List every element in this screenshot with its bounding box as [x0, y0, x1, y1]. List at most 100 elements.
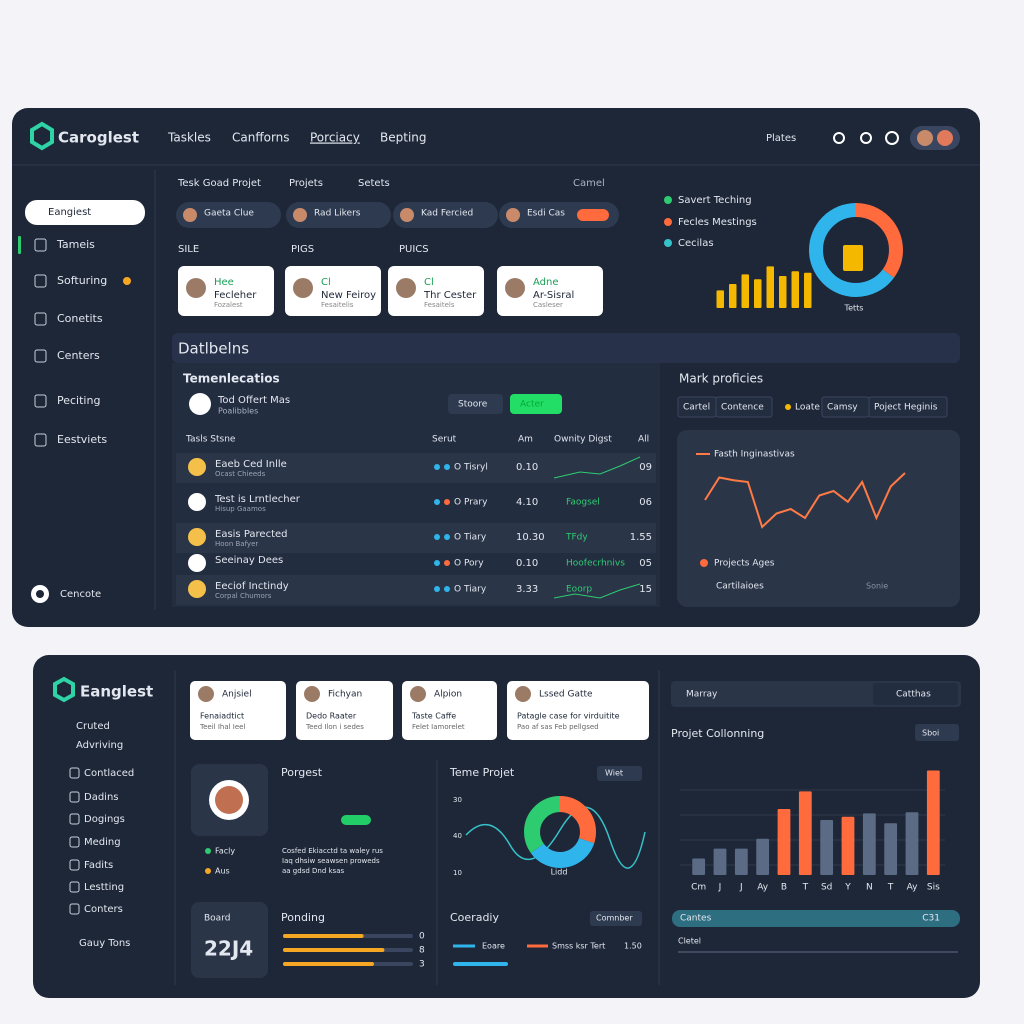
bar-value: C31	[922, 914, 940, 924]
toolbar-item[interactable]: Catthas	[896, 690, 931, 700]
globe-icon[interactable]	[885, 131, 899, 145]
menu-item[interactable]: Meding	[84, 837, 121, 848]
search-field[interactable]: Plates	[766, 133, 796, 144]
column-header: Ownity Digst	[554, 435, 612, 445]
card-title: Patagle case for virduitite	[517, 712, 620, 721]
menu-item: Advriving	[76, 740, 123, 751]
button[interactable]	[448, 394, 503, 414]
toggle[interactable]	[577, 209, 609, 221]
menu-item[interactable]: Contlaced	[84, 768, 134, 779]
nav-item[interactable]: Taskles	[167, 131, 211, 145]
user-icon[interactable]	[860, 132, 872, 144]
tick-label: 40	[453, 832, 462, 840]
chip[interactable]	[176, 202, 281, 228]
menu-icon	[34, 349, 47, 363]
card-sub: Teeil Ihal Ieel	[199, 723, 245, 731]
search-text: Eangiest	[48, 207, 91, 218]
avatar	[917, 130, 933, 146]
nav-item[interactable]: Canfforns	[232, 131, 290, 145]
avatar	[505, 278, 525, 298]
profile-card[interactable]	[296, 681, 393, 740]
pill[interactable]	[341, 815, 371, 825]
chip[interactable]	[393, 202, 498, 228]
menu-icon	[34, 433, 47, 447]
menu-item[interactable]: Cencote	[60, 589, 101, 600]
column-header: Tasls Stsne	[185, 435, 236, 445]
menu-item[interactable]: Eestviets	[57, 433, 107, 446]
cell: 1.55	[630, 532, 652, 543]
search-box[interactable]	[25, 200, 145, 225]
donut-icon	[843, 245, 863, 271]
progress-label: 0	[419, 932, 425, 942]
menu-item[interactable]: Conetits	[57, 312, 103, 325]
board-panel	[191, 902, 268, 978]
status-dot	[434, 560, 440, 566]
tab[interactable]: Projets	[289, 178, 323, 189]
bar	[862, 813, 876, 875]
menu-item[interactable]: Conters	[84, 904, 123, 915]
menu-item[interactable]: Dadins	[84, 792, 119, 803]
progress-bar	[672, 910, 960, 927]
button[interactable]	[597, 766, 642, 781]
cell-sub: Hisup Gaamos	[215, 505, 266, 513]
description: aa gdsd Dnd ksas	[282, 867, 344, 875]
tab[interactable]: Poject Heginis	[874, 403, 938, 413]
tab[interactable]: Cartel	[683, 403, 710, 413]
tab[interactable]: Tesk Goad Projet	[177, 178, 261, 189]
profile-card[interactable]	[507, 681, 649, 740]
menu-item[interactable]: Softuring	[57, 274, 107, 287]
bar	[926, 770, 940, 875]
tab[interactable]: Contence	[721, 403, 764, 413]
bar	[692, 858, 706, 875]
tab[interactable]: Camsy	[827, 403, 858, 413]
button[interactable]	[590, 911, 642, 926]
profile-card[interactable]	[285, 266, 381, 316]
column-header: All	[638, 435, 649, 445]
tab-box[interactable]	[868, 396, 948, 418]
toolbar-item[interactable]: Marray	[686, 690, 718, 700]
menu-item[interactable]: Centers	[57, 349, 100, 362]
bar	[741, 274, 749, 308]
menu-item: Cruted	[76, 721, 110, 732]
chip-text: Kad Fercied	[421, 209, 473, 219]
tab[interactable]: Camel	[573, 178, 605, 189]
status-dot	[434, 586, 440, 592]
bar	[884, 823, 898, 875]
toolbar-button[interactable]	[873, 683, 958, 705]
avatar	[186, 278, 206, 298]
profile-card[interactable]	[190, 681, 286, 740]
avatar	[937, 130, 953, 146]
nav-item[interactable]: Bepting	[380, 131, 427, 145]
tab-box[interactable]	[715, 396, 773, 418]
menu-item[interactable]: Peciting	[57, 394, 100, 407]
x-tick-label: Cm	[691, 883, 706, 893]
table-row	[176, 523, 656, 553]
menu-item[interactable]: Dogings	[84, 814, 125, 825]
chip[interactable]	[286, 202, 391, 228]
menu-item[interactable]: Tameis	[56, 238, 95, 251]
status-dot	[434, 499, 440, 505]
avatar	[215, 786, 243, 814]
button[interactable]	[915, 724, 959, 741]
x-tick-label: T	[802, 883, 809, 893]
menu-item[interactable]: Lestting	[84, 882, 124, 893]
search-icon[interactable]	[833, 132, 845, 144]
chip[interactable]	[499, 202, 619, 228]
profile-card[interactable]	[178, 266, 274, 316]
card-sub: Pao af sas Feb pellgsed	[517, 723, 599, 731]
menu-item[interactable]: Gauy Tons	[79, 938, 130, 949]
logo-icon	[30, 121, 54, 151]
profile-card[interactable]	[388, 266, 484, 316]
profile-card[interactable]	[497, 266, 603, 316]
tab[interactable]: Setets	[358, 178, 390, 189]
menu-item[interactable]: Fadits	[84, 860, 113, 871]
pie-segment	[524, 796, 596, 868]
x-tick-label: Y	[844, 883, 851, 893]
nav-item[interactable]: Porciacy	[310, 131, 360, 145]
wave	[465, 806, 646, 869]
legend-label: Cecilas	[678, 238, 714, 249]
avatar	[515, 686, 531, 702]
progress-label: 8	[419, 946, 425, 956]
button[interactable]	[510, 394, 562, 414]
tab[interactable]: Loate	[795, 403, 820, 413]
